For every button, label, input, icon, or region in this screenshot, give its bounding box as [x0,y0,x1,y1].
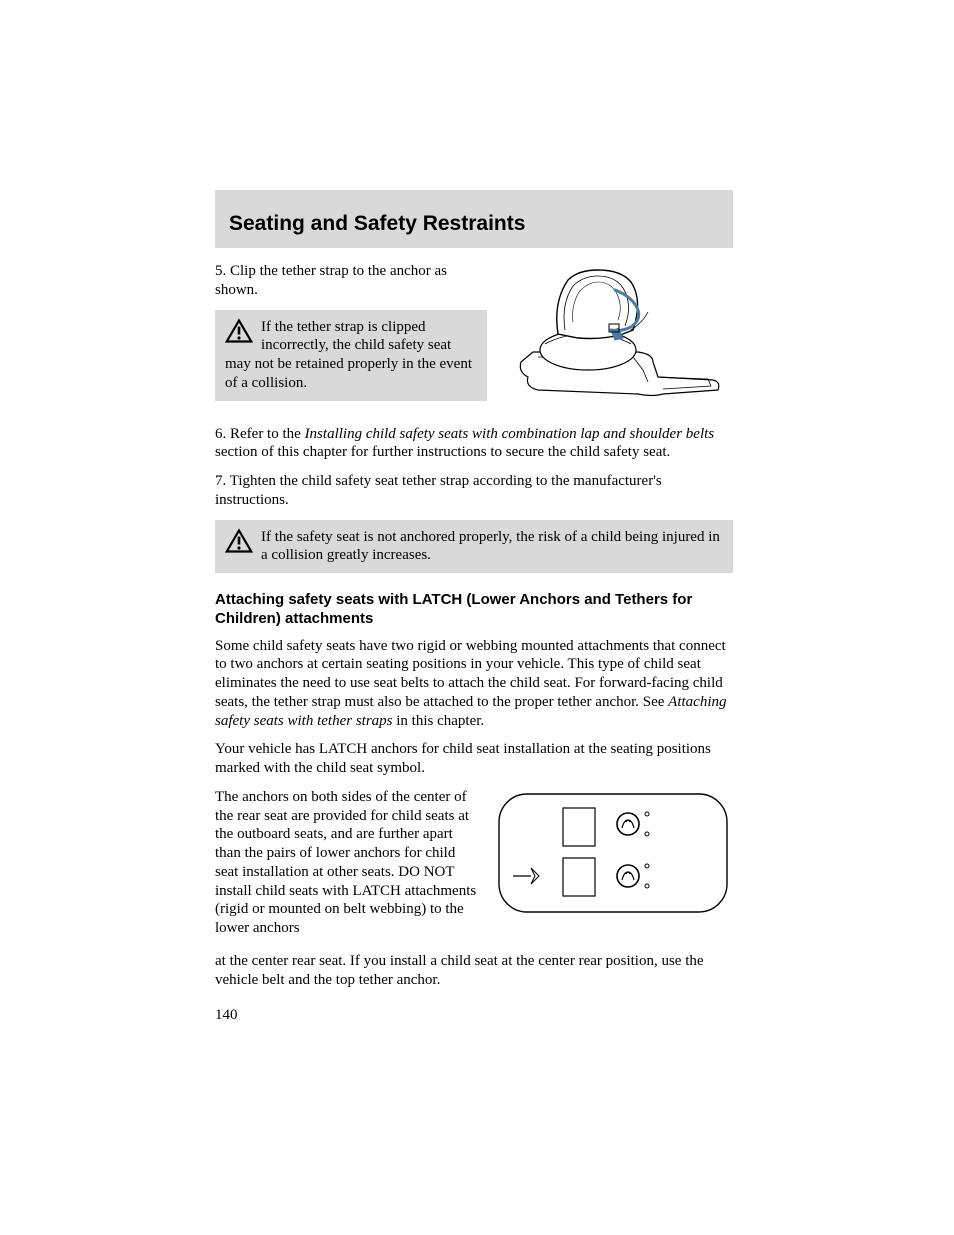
tether-clip-illustration [503,262,733,407]
latch-para2: Your vehicle has LATCH anchors for child… [215,740,733,778]
warning-box-2: If the safety seat is not anchored prope… [215,520,733,574]
anchor-text-col: The anchors on both sides of the center … [215,788,477,938]
warning-box-1: If the tether strap is clipped incorrect… [215,310,487,401]
page-number: 140 [215,1007,733,1024]
anchor-illustration-container [493,788,733,938]
latch-section-heading: Attaching safety seats with LATCH (Lower… [215,591,733,629]
warning1-text: If the tether strap is clipped incorrect… [225,318,477,393]
document-page: Seating and Safety Restraints 5. Clip th… [215,190,733,1024]
warning-triangle-icon [225,528,253,554]
anchor-row: The anchors on both sides of the center … [215,788,733,938]
step5-text-col: 5. Clip the tether strap to the anchor a… [215,262,487,411]
step6-pre: 6. Refer to the [215,426,305,442]
chapter-title: Seating and Safety Restraints [229,212,719,236]
step7-text: 7. Tighten the child safety seat tether … [215,472,733,510]
latch-para3-partial: The anchors on both sides of the center … [215,788,477,938]
latch-anchor-diagram [493,788,733,918]
step6-post: section of this chapter for further inst… [215,444,670,460]
seat-illustration-container [503,262,733,411]
latch-para3-continuation: at the center rear seat. If you install … [215,952,733,990]
step6-italic: Installing child safety seats with combi… [305,426,715,442]
step5-row: 5. Clip the tether strap to the anchor a… [215,262,733,411]
para1-pre: Some child safety seats have two rigid o… [215,638,726,710]
para1-post: in this chapter. [393,713,485,729]
step6-text: 6. Refer to the Installing child safety … [215,425,733,463]
chapter-title-bar: Seating and Safety Restraints [215,190,733,248]
warning2-text: If the safety seat is not anchored prope… [225,528,723,566]
latch-para1: Some child safety seats have two rigid o… [215,637,733,731]
warning-triangle-icon [225,318,253,344]
step5-text: 5. Clip the tether strap to the anchor a… [215,262,487,300]
